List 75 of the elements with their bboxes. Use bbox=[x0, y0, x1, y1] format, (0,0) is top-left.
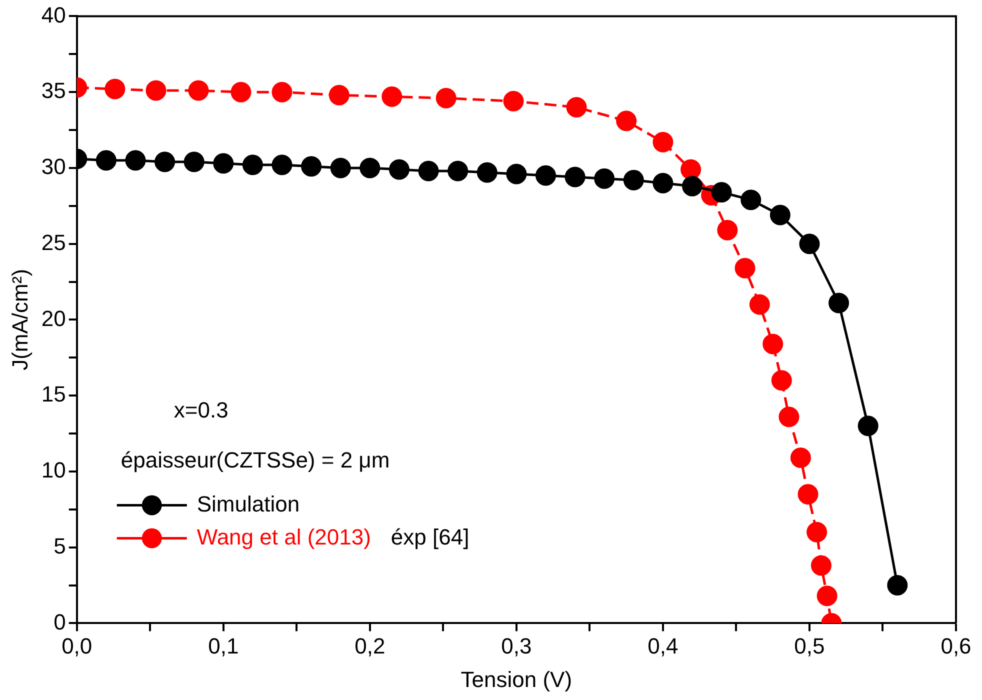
point bbox=[594, 168, 615, 189]
point bbox=[436, 88, 456, 108]
point bbox=[828, 292, 850, 314]
x-axis-title: Tension (V) bbox=[460, 666, 572, 692]
point bbox=[330, 158, 351, 178]
point bbox=[535, 165, 556, 186]
point bbox=[717, 220, 738, 240]
point bbox=[790, 448, 811, 468]
point bbox=[778, 406, 800, 428]
point bbox=[272, 154, 292, 176]
y-tick-label: 20 bbox=[41, 306, 66, 331]
point bbox=[96, 150, 116, 171]
point bbox=[301, 156, 322, 177]
point bbox=[388, 159, 410, 180]
x-tick-label: 0,3 bbox=[501, 633, 532, 658]
point bbox=[682, 176, 703, 196]
x-tick-label: 0,2 bbox=[354, 633, 386, 658]
point bbox=[858, 416, 878, 436]
point bbox=[816, 586, 838, 606]
point bbox=[503, 90, 524, 112]
point bbox=[104, 78, 126, 100]
point bbox=[272, 82, 292, 102]
y-tick-label: 5 bbox=[54, 533, 66, 558]
y-tick-label: 40 bbox=[41, 2, 66, 28]
point bbox=[740, 190, 762, 210]
legend-label: Wang et al (2013) bbox=[196, 524, 371, 550]
annotation: éxp [64] bbox=[390, 524, 470, 550]
point bbox=[887, 575, 908, 596]
point bbox=[770, 204, 790, 226]
point bbox=[798, 484, 818, 504]
point bbox=[810, 555, 832, 576]
y-axis-title: J(mA/cm²) bbox=[7, 268, 32, 370]
y-tick-label: 10 bbox=[41, 458, 66, 483]
y-tick-label: 30 bbox=[41, 154, 66, 180]
point bbox=[154, 152, 176, 172]
point bbox=[734, 258, 756, 278]
point bbox=[806, 522, 828, 542]
point bbox=[476, 162, 498, 183]
y-tick-label: 25 bbox=[41, 230, 66, 255]
x-tick-label: 0,5 bbox=[794, 633, 825, 658]
point bbox=[184, 152, 204, 172]
annotation: épaisseur(CZTSSe) = 2 μm bbox=[120, 447, 390, 472]
y-tick-label: 35 bbox=[41, 78, 66, 104]
x-tick-label: 0,6 bbox=[940, 633, 972, 658]
point bbox=[652, 172, 674, 194]
point bbox=[188, 80, 209, 101]
point bbox=[328, 84, 350, 106]
legend-label: Simulation bbox=[196, 491, 300, 516]
point bbox=[213, 153, 234, 174]
point bbox=[623, 170, 644, 190]
point bbox=[448, 160, 468, 182]
x-tick-label: 0,1 bbox=[208, 633, 239, 658]
point bbox=[506, 164, 527, 184]
point bbox=[711, 182, 732, 202]
point bbox=[230, 82, 252, 102]
y-tick-label: 0 bbox=[54, 609, 66, 634]
point bbox=[382, 86, 402, 107]
point bbox=[799, 234, 820, 254]
x-tick-label: 0,0 bbox=[62, 633, 92, 658]
point bbox=[564, 166, 586, 188]
point bbox=[680, 159, 702, 180]
point bbox=[125, 150, 146, 171]
y-tick-label: 15 bbox=[41, 382, 66, 407]
point bbox=[616, 110, 637, 132]
point bbox=[418, 160, 439, 182]
point bbox=[360, 158, 380, 178]
point bbox=[749, 294, 770, 315]
annotation: x=0.3 bbox=[174, 397, 228, 422]
point bbox=[652, 132, 674, 152]
x-tick-label: 0,4 bbox=[648, 633, 678, 658]
point bbox=[762, 334, 784, 354]
point bbox=[242, 154, 263, 176]
point bbox=[146, 80, 166, 101]
point bbox=[566, 97, 587, 118]
point bbox=[771, 370, 792, 391]
